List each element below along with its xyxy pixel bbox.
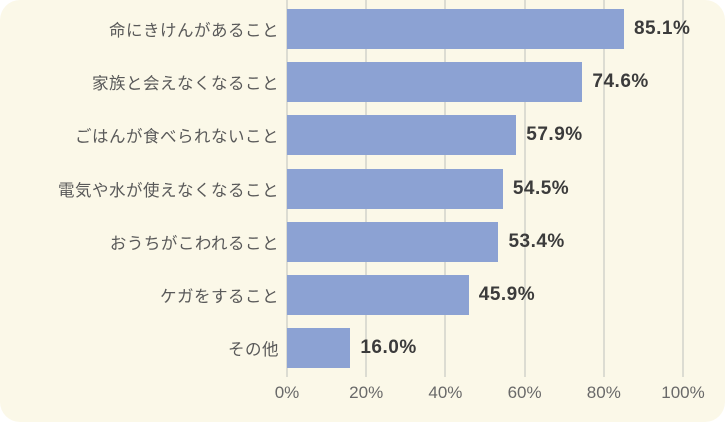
bar-row: その他 16.0% (0, 322, 725, 375)
plot-cell: 85.1% (287, 8, 690, 49)
bar (287, 115, 517, 156)
plot-cell: 53.4% (287, 221, 683, 262)
category-label: おうちがこわれること (109, 234, 279, 253)
bar (287, 275, 469, 316)
bar-row: 電気や水が使えなくなること 54.5% (0, 162, 725, 215)
plot-cell: 45.9% (287, 275, 683, 316)
gridline (682, 0, 684, 377)
value-label: 57.9% (526, 124, 583, 146)
bar (287, 328, 351, 369)
bar-row: 命にきけんがあること 85.1% (0, 2, 725, 55)
plot-cell: 54.5% (287, 168, 683, 209)
bar (287, 221, 499, 262)
bar-rows: 命にきけんがあること 85.1% 家族と会えなくなること 74.6% ごはんが食べられな… (0, 2, 725, 375)
x-tick-label: 60% (507, 383, 542, 402)
x-tick-label: 80% (586, 383, 621, 402)
plot-cell: 57.9% (287, 115, 683, 156)
gridline (523, 0, 526, 377)
bar-row: ごはんが食べられないこと 57.9% (0, 109, 725, 162)
value-label: 16.0% (360, 337, 417, 359)
category-label: その他 (228, 341, 279, 360)
plot-cell: 74.6% (287, 61, 683, 102)
value-label: 45.9% (478, 284, 536, 306)
x-tick-label: 20% (349, 383, 384, 402)
bar (287, 61, 583, 102)
x-tick-label: 40% (428, 383, 463, 402)
category-label: 家族と会えなくなること (92, 74, 279, 93)
bar-row: おうちがこわれること 53.4% (0, 215, 725, 268)
category-label: ケガをすること (160, 288, 279, 307)
value-label: 74.6% (592, 70, 649, 92)
x-tick-label: 0% (274, 383, 300, 402)
bar (287, 168, 503, 209)
bar (287, 8, 624, 49)
plot-cell: 16.0% (287, 328, 683, 369)
bar-row: ケガをすること 45.9% (0, 268, 725, 321)
category-label: ごはんが食べられないこと (75, 128, 279, 147)
bar-row: 家族と会えなくなること 74.6% (0, 55, 725, 108)
value-label: 54.5% (512, 177, 570, 199)
gridline (602, 0, 605, 377)
x-axis: 0% 20% 40% 60% 80% 100% (275, 383, 705, 409)
value-label: 85.1% (633, 17, 691, 39)
value-label: 53.4% (508, 230, 565, 252)
x-tick-label: 100% (661, 383, 705, 402)
category-label: 電気や水が使えなくなること (58, 181, 279, 200)
category-label: 命にきけんがあること (109, 21, 279, 40)
